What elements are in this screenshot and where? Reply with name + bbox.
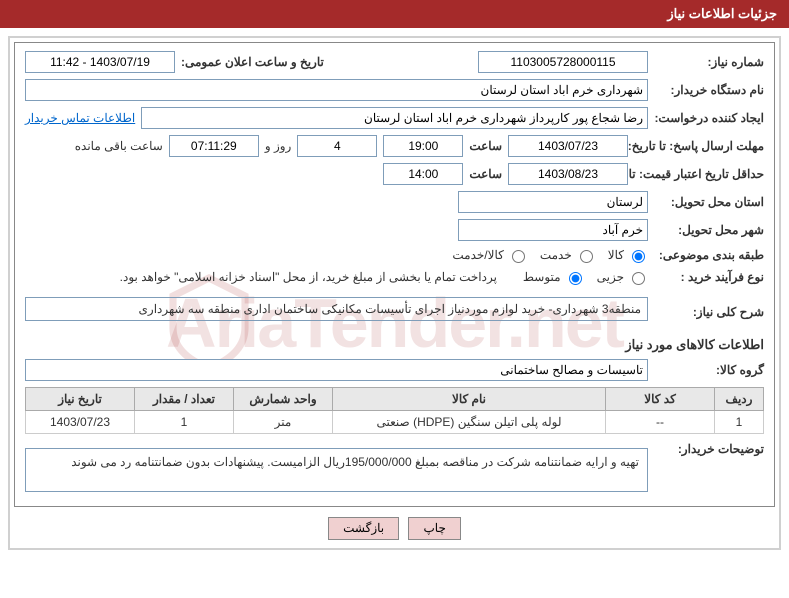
remarks-label: توضیحات خریدار: [654,442,764,456]
reply-time-input [383,135,463,157]
validity-date-input [508,163,628,185]
delivery-city-label: شهر محل تحویل: [654,223,764,237]
page-header: جزئیات اطلاعات نیاز [0,0,789,28]
row-need-desc: شرح کلی نیاز: منطقه3 شهرداری- خرید لوازم… [25,297,764,327]
row-need-no: شماره نیاز: تاریخ و ساعت اعلان عمومی: [25,51,764,73]
delivery-city-input [458,219,648,241]
cat-both-radio[interactable] [512,250,525,263]
proc-medium-option[interactable]: متوسط [523,269,585,285]
reply-date-input [508,135,628,157]
category-label: طبقه بندی موضوعی: [654,248,764,262]
row-process: نوع فرآیند خرید : جزیی متوسط پرداخت تمام… [25,269,764,285]
days-and-label: روز و [265,139,292,153]
process-radio-group: جزیی متوسط [523,269,648,285]
validity-label: حداقل تاریخ اعتبار قیمت: تا تاریخ: [634,167,764,181]
proc-medium-radio[interactable] [569,272,582,285]
row-goods-group: گروه کالا: [25,359,764,381]
cell-qty: 1 [135,411,234,434]
cell-date: 1403/07/23 [26,411,135,434]
cell-row: 1 [715,411,764,434]
th-date: تاریخ نیاز [26,388,135,411]
row-reply-deadline: مهلت ارسال پاسخ: تا تاریخ: ساعت روز و سا… [25,135,764,157]
cat-goods-radio[interactable] [632,250,645,263]
validity-time-input [383,163,463,185]
remaining-label: ساعت باقی مانده [75,139,163,153]
time-label-1: ساعت [469,139,502,153]
reply-deadline-label: مهلت ارسال پاسخ: تا تاریخ: [634,139,764,153]
cell-code: -- [606,411,715,434]
th-row: ردیف [715,388,764,411]
page-title: جزئیات اطلاعات نیاز [667,6,777,21]
back-button[interactable]: بازگشت [328,517,399,540]
cell-unit: متر [234,411,333,434]
goods-group-label: گروه کالا: [654,363,764,377]
row-category: طبقه بندی موضوعی: کالا خدمت کالا/خدمت [25,247,764,263]
proc-small-radio[interactable] [632,272,645,285]
days-input [297,135,377,157]
buyer-org-label: نام دستگاه خریدار: [654,83,764,97]
buyer-org-input [25,79,648,101]
delivery-prov-input [458,191,648,213]
main-panel: AriaTender.net شماره نیاز: تاریخ و ساعت … [14,42,775,507]
cat-both-option[interactable]: کالا/خدمت [452,247,527,263]
contact-link[interactable]: اطلاعات تماس خریدار [25,111,135,125]
goods-group-input [25,359,648,381]
row-remarks: توضیحات خریدار: تهیه و ارایه ضمانتنامه ش… [25,442,764,492]
th-code: کد کالا [606,388,715,411]
row-requester: ایجاد کننده درخواست: اطلاعات تماس خریدار [25,107,764,129]
table-header-row: ردیف کد کالا نام کالا واحد شمارش تعداد /… [26,388,764,411]
print-button[interactable]: چاپ [408,517,460,540]
outer-frame: AriaTender.net شماره نیاز: تاریخ و ساعت … [8,36,781,550]
goods-table: ردیف کد کالا نام کالا واحد شمارش تعداد /… [25,387,764,434]
need-desc-box: منطقه3 شهرداری- خرید لوازم موردنیاز اجرا… [25,297,648,321]
row-validity: حداقل تاریخ اعتبار قیمت: تا تاریخ: ساعت [25,163,764,185]
th-name: نام کالا [333,388,606,411]
announce-label: تاریخ و ساعت اعلان عمومی: [181,55,324,69]
row-delivery-prov: استان محل تحویل: [25,191,764,213]
category-radio-group: کالا خدمت کالا/خدمت [452,247,648,263]
time-label-2: ساعت [469,167,502,181]
remarks-box: تهیه و ارایه ضمانتنامه شرکت در مناقصه بم… [25,448,648,492]
row-delivery-city: شهر محل تحویل: [25,219,764,241]
need-desc-label: شرح کلی نیاز: [654,305,764,319]
table-row: 1--لوله پلی اتیلن سنگین (HDPE) صنعتیمتر1… [26,411,764,434]
cat-service-option[interactable]: خدمت [540,247,596,263]
requester-label: ایجاد کننده درخواست: [654,111,764,125]
row-buyer-org: نام دستگاه خریدار: [25,79,764,101]
th-unit: واحد شمارش [234,388,333,411]
requester-input [141,107,648,129]
goods-info-title: اطلاعات کالاهای مورد نیاز [25,337,764,353]
cat-service-radio[interactable] [580,250,593,263]
th-qty: تعداد / مقدار [135,388,234,411]
cat-goods-option[interactable]: کالا [608,247,648,263]
announce-input [25,51,175,73]
proc-small-option[interactable]: جزیی [597,269,648,285]
need-no-input [478,51,648,73]
cell-name: لوله پلی اتیلن سنگین (HDPE) صنعتی [333,411,606,434]
need-no-label: شماره نیاز: [654,55,764,69]
delivery-prov-label: استان محل تحویل: [654,195,764,209]
payment-note: پرداخت تمام یا بخشی از مبلغ خرید، از محل… [120,270,497,284]
process-label: نوع فرآیند خرید : [654,270,764,284]
button-bar: چاپ بازگشت [14,517,775,540]
remaining-input [169,135,259,157]
